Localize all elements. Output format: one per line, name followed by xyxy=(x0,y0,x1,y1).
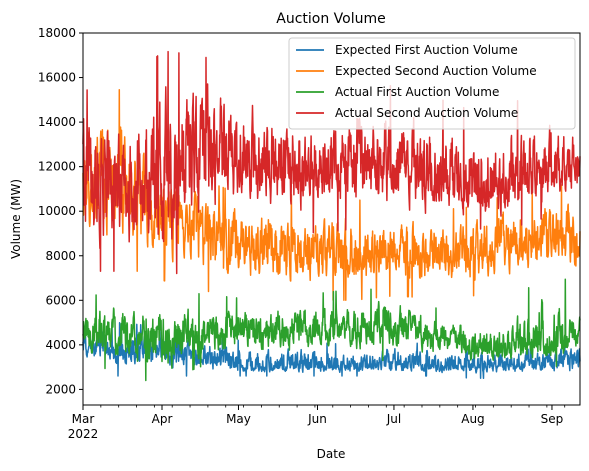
chart-title: Auction Volume xyxy=(276,11,385,27)
legend-label: Expected Second Auction Volume xyxy=(335,64,537,78)
x-tick-label: Mar xyxy=(72,412,95,426)
x-tick-label: Apr xyxy=(152,412,173,426)
series-line-3 xyxy=(82,278,581,382)
series-line-4 xyxy=(82,50,581,275)
y-tick-label: 4000 xyxy=(45,338,76,352)
y-tick-label: 2000 xyxy=(45,382,76,396)
y-tick-label: 16000 xyxy=(38,71,76,85)
y-axis: 2000 4000 6000 8000 10000 12000 14000 16000 1800… xyxy=(38,26,83,396)
x-axis-title: Date xyxy=(317,447,346,461)
y-tick-label: 18000 xyxy=(38,26,76,40)
plot-frame xyxy=(82,32,581,406)
series-layer xyxy=(82,50,581,382)
y-tick-label: 8000 xyxy=(45,249,76,263)
legend-label: Expected First Auction Volume xyxy=(335,43,518,57)
y-tick-label: 10000 xyxy=(38,204,76,218)
legend-label: Actual First Auction Volume xyxy=(335,85,499,99)
legend: Expected First Auction Volume Expected Se… xyxy=(288,37,576,130)
series-line-2 xyxy=(82,88,581,302)
x-tick-year-label: 2022 xyxy=(68,427,99,441)
y-tick-label: 14000 xyxy=(38,115,76,129)
y-tick-label: 6000 xyxy=(45,293,76,307)
y-tick-label: 12000 xyxy=(38,160,76,174)
legend-label: Actual Second Auction Volume xyxy=(335,106,518,120)
legend-box xyxy=(288,37,576,130)
x-tick-label: May xyxy=(226,412,251,426)
x-tick-label: Jul xyxy=(386,412,401,426)
x-tick-label: Aug xyxy=(461,412,484,426)
y-axis-title: Volume (MW) xyxy=(9,179,23,259)
x-tick-label: Sep xyxy=(541,412,564,426)
x-tick-label: Jun xyxy=(307,412,327,426)
